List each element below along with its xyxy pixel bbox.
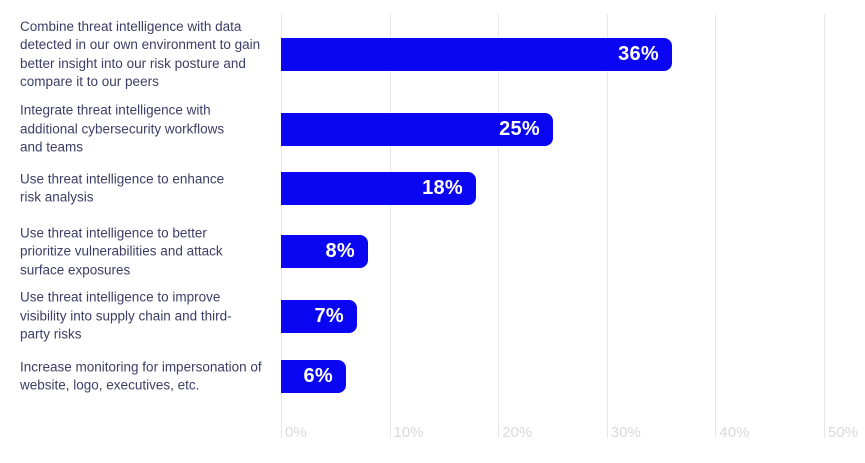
gridline bbox=[498, 14, 500, 438]
category-label-line: Use threat intelligence to better bbox=[20, 224, 207, 240]
category-label-line: and teams bbox=[20, 139, 84, 155]
category-label-line: website, logo, executives, etc. bbox=[20, 377, 200, 393]
category-label-line: Integrate threat intelligence with bbox=[20, 102, 211, 118]
category-label-line: risk analysis bbox=[20, 189, 94, 205]
category-label-line: compare it to our peers bbox=[20, 74, 159, 89]
category-label: Use threat intelligence to improve visibi… bbox=[20, 288, 275, 344]
category-label-line: prioritize vulnerabilities and attack bbox=[20, 243, 223, 259]
x-axis-tick-label: 40% bbox=[719, 424, 750, 441]
category-label-line: better insight into our risk posture and bbox=[20, 55, 246, 71]
x-axis-tick-label: 10% bbox=[393, 424, 424, 441]
gridline bbox=[281, 14, 282, 438]
bar-value-label: 8% bbox=[325, 240, 355, 262]
x-axis-tick-label: 20% bbox=[502, 424, 533, 441]
bar: 8% bbox=[281, 235, 368, 268]
bar-value-label: 6% bbox=[303, 365, 333, 387]
gridline bbox=[389, 14, 391, 438]
category-label-line: Use threat intelligence to improve bbox=[20, 289, 221, 305]
bar: 6% bbox=[281, 360, 346, 393]
bar: 36% bbox=[281, 38, 672, 71]
gridline bbox=[606, 14, 608, 438]
x-axis-tick-label: 0% bbox=[285, 424, 307, 441]
gridline bbox=[715, 14, 717, 438]
category-label: Combine threat intelligence with data det… bbox=[20, 18, 275, 92]
category-label-line: Use threat intelligence to enhance bbox=[20, 171, 225, 186]
category-label-line: detected in our own environment to gain bbox=[20, 37, 261, 52]
category-label-line: surface exposures bbox=[20, 261, 131, 277]
category-label-line: Combine threat intelligence with data bbox=[20, 18, 242, 34]
bar-value-label: 18% bbox=[422, 177, 463, 199]
bar: 7% bbox=[281, 299, 357, 333]
category-label: Use threat intelligence to enhance risk a… bbox=[20, 170, 275, 207]
x-axis-tick-label: 30% bbox=[610, 424, 641, 441]
category-label: Integrate threat intelligence with additi… bbox=[20, 101, 275, 157]
bar-value-label: 7% bbox=[314, 304, 344, 327]
bar: 25% bbox=[281, 112, 553, 146]
bar: 18% bbox=[281, 172, 476, 205]
bar-value-label: 36% bbox=[618, 43, 659, 65]
category-label-line: additional cybersecurity workflows bbox=[20, 120, 225, 136]
category-label-line: visibility into supply chain and third- bbox=[20, 307, 232, 323]
bar-value-label: 25% bbox=[499, 117, 540, 140]
category-label: Increase monitoring for impersonation of… bbox=[20, 358, 275, 395]
category-label-line: party risks bbox=[20, 326, 82, 342]
gridline bbox=[824, 14, 825, 438]
category-label-line: Increase monitoring for impersonation of bbox=[20, 359, 262, 374]
category-label: Use threat intelligence to better priorit… bbox=[20, 224, 275, 280]
x-axis-tick-label: 50% bbox=[828, 424, 859, 441]
